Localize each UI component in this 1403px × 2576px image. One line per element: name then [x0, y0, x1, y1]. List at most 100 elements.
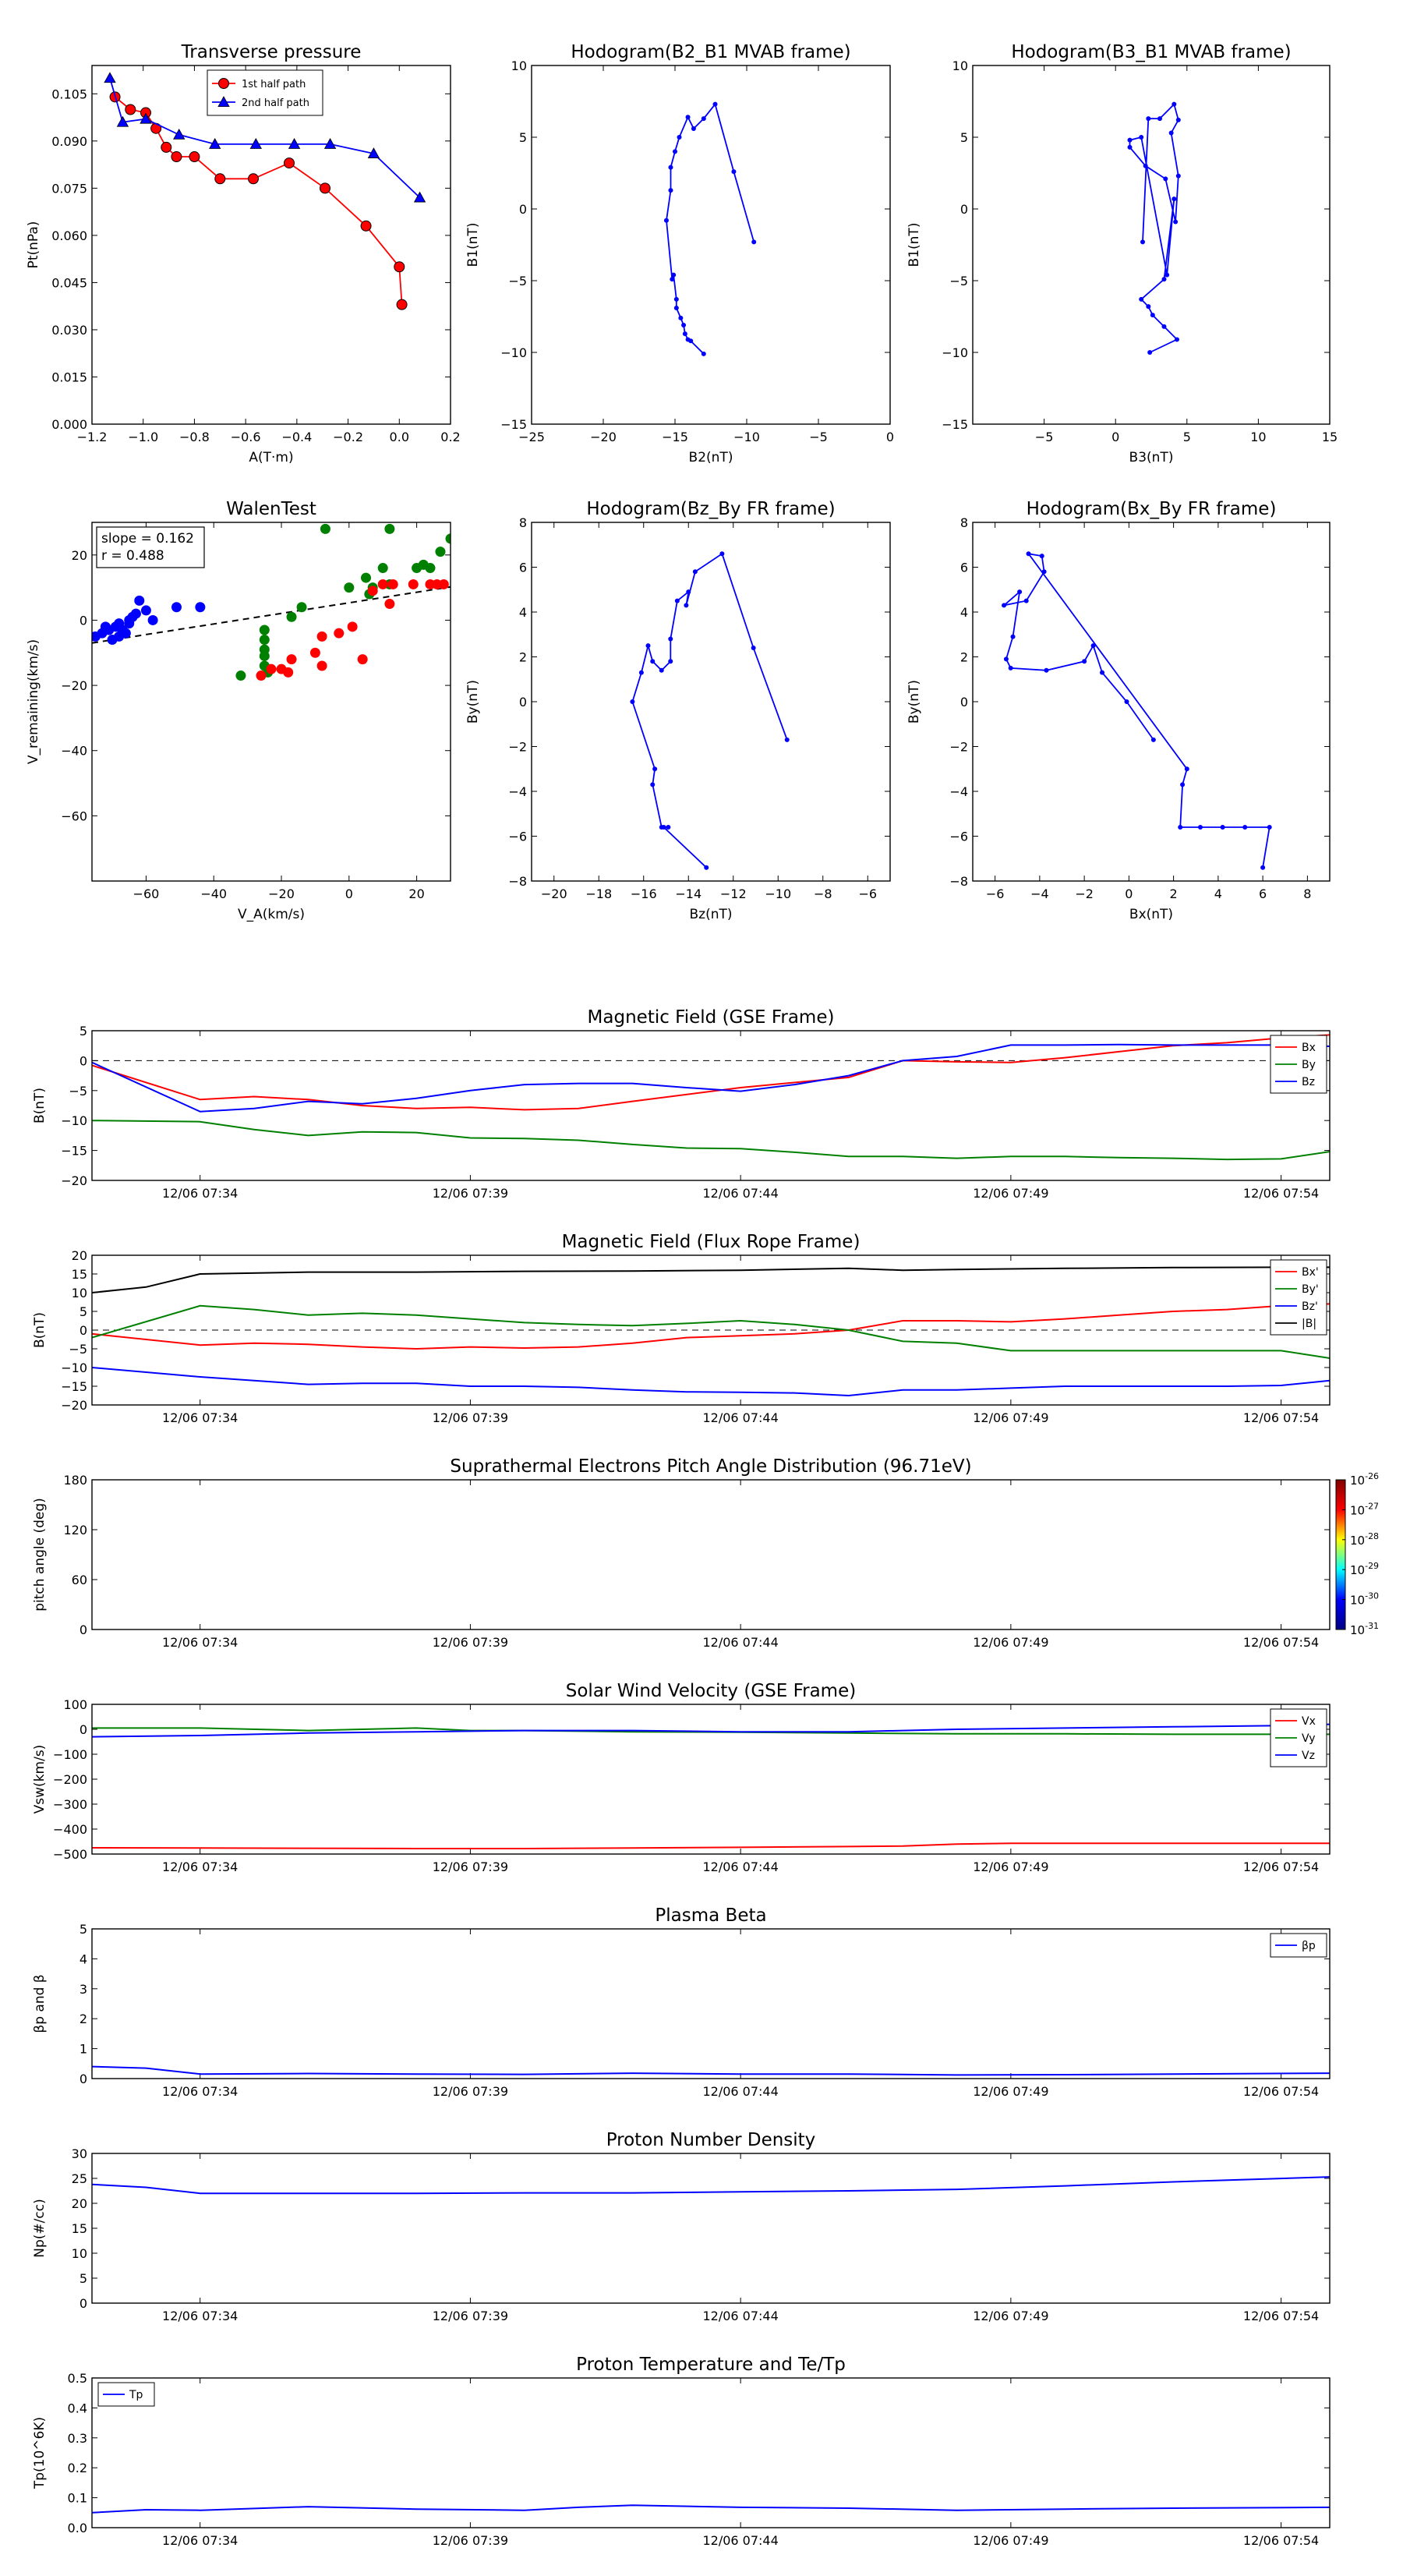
y-tick-label: 0 — [80, 1323, 87, 1338]
hodogram-bz-by-title: Hodogram(Bz_By FR frame) — [586, 499, 835, 519]
pitch-angle-chart: Suprathermal Electrons Pitch Angle Distr… — [32, 1456, 1379, 1650]
y-tick-label: 20 — [72, 548, 87, 563]
proton-temperature-legend: Tp — [97, 2382, 155, 2407]
legend-box — [1270, 1035, 1327, 1094]
x-tick-label: −4 — [1030, 886, 1049, 901]
y-tick-label: 0 — [519, 695, 527, 709]
legend-label: Bz' — [1302, 1300, 1318, 1313]
data-point — [214, 173, 226, 185]
data-point — [668, 636, 673, 642]
walen-test-title: WalenTest — [226, 499, 316, 519]
hodogram-bx-by-chart: Hodogram(Bx_By FR frame) −6 −4 −2 0 2 4 6 8 −8 −6 −… — [906, 499, 1331, 922]
y-tick-label: 60 — [72, 1573, 87, 1587]
y-tick-label: −2 — [949, 740, 968, 755]
y-tick-label: −8 — [949, 874, 968, 889]
solar-wind-velocity-ylabel: Vsw(km/s) — [32, 1745, 48, 1814]
data-point — [1147, 350, 1153, 355]
x-tick-label: −1.2 — [77, 430, 108, 444]
x-tick-label: 10 — [1250, 430, 1266, 444]
time-tick-label: 12/06 07:44 — [702, 1635, 778, 1650]
data-point — [673, 305, 679, 310]
proton-density-title: Proton Number Density — [606, 2130, 816, 2150]
y-tick-label: −5 — [69, 1342, 87, 1357]
legend-label: Tp — [129, 2389, 143, 2401]
colorbar-label-exp: -31 — [1365, 1621, 1379, 1631]
x-tick-label: −8 — [814, 886, 832, 901]
data-point — [1172, 101, 1177, 107]
plasma-beta-plot-area — [92, 2065, 1330, 2076]
colorbar-label-base: 10 — [1350, 1474, 1365, 1488]
time-tick-label: 12/06 07:54 — [1243, 2309, 1319, 2323]
data-point — [1100, 670, 1105, 675]
data-point — [1008, 665, 1013, 671]
data-point — [266, 663, 277, 674]
x-tick-label: 0 — [1125, 886, 1133, 901]
time-tick-label: 12/06 07:49 — [973, 1410, 1048, 1425]
data-point — [1041, 569, 1047, 575]
series-line-2nd-half-path — [109, 77, 421, 199]
data-point — [1184, 766, 1189, 772]
hodogram-b3-b1-chart: Hodogram(B3_B1 MVAB frame) −5 0 5 10 15 −15 −10… — [906, 42, 1338, 465]
time-tick-label: 12/06 07:44 — [702, 1186, 778, 1201]
y-tick-label: 0 — [960, 695, 968, 709]
time-tick-label: 12/06 07:54 — [1243, 2533, 1319, 2548]
hodogram-bz-by-frame — [531, 522, 891, 882]
data-point — [1174, 337, 1179, 342]
magnetic-field-gse-chart: Magnetic Field (GSE Frame) 12/06 07:34 12/… — [32, 1007, 1331, 1201]
data-point — [673, 149, 677, 154]
data-point — [1172, 196, 1177, 202]
data-point — [1168, 130, 1174, 136]
hodogram-b2-b1-title: Hodogram(B2_B1 MVAB frame) — [571, 42, 850, 62]
magnetic-field-gse-title: Magnetic Field (GSE Frame) — [588, 1007, 835, 1028]
transverse-pressure-title: Transverse pressure — [181, 42, 362, 62]
plasma-beta-legend: βp — [1270, 1933, 1327, 1958]
y-tick-label: −100 — [53, 1747, 87, 1762]
data-point — [731, 169, 737, 175]
data-point — [685, 115, 691, 120]
y-tick-label: 5 — [80, 1304, 87, 1319]
data-point — [396, 299, 408, 310]
data-point — [751, 646, 756, 650]
data-point — [408, 579, 419, 589]
proton-density-frame — [91, 2153, 1331, 2304]
time-tick-label: 12/06 07:49 — [973, 2309, 1048, 2323]
time-tick-label: 12/06 07:39 — [433, 2533, 508, 2548]
x-tick-label: 5 — [1183, 430, 1191, 444]
data-point — [673, 296, 679, 302]
data-point — [377, 579, 388, 589]
y-tick-label: 10 — [952, 58, 968, 73]
x-tick-label: 8 — [1303, 886, 1311, 901]
data-point — [360, 220, 372, 232]
proton-temperature-plot-area — [92, 2504, 1330, 2514]
y-tick-label: 100 — [63, 1697, 87, 1712]
hodogram-bx-by-xlabel: Bx(nT) — [1129, 907, 1173, 922]
data-point — [249, 138, 262, 149]
x-tick-label: 6 — [1259, 886, 1267, 901]
series-line-Vz — [92, 1723, 1330, 1738]
data-point — [316, 660, 327, 671]
hodogram-b3-b1-plot-area — [1127, 101, 1181, 355]
y-tick-label: −5 — [69, 1084, 87, 1099]
plasma-beta-chart: Plasma Beta 12/06 07:34 12/06 07:39 12/06 0… — [32, 1905, 1331, 2099]
data-point — [195, 602, 206, 613]
annotation-text: r = 0.488 — [101, 548, 164, 564]
y-tick-label: 4 — [519, 605, 527, 620]
data-point — [671, 272, 677, 278]
data-point — [688, 338, 694, 344]
data-point — [1023, 598, 1029, 603]
y-tick-label: 15 — [72, 2221, 87, 2236]
time-tick-label: 12/06 07:39 — [433, 2084, 508, 2099]
y-tick-label: −15 — [61, 1379, 87, 1394]
data-point — [668, 659, 673, 664]
data-point — [413, 191, 426, 203]
transverse-pressure-plot-area — [104, 72, 426, 310]
x-tick-label: −0.6 — [231, 430, 261, 444]
data-point — [645, 643, 651, 649]
data-point — [394, 261, 405, 273]
legend-box — [207, 69, 323, 116]
y-tick-label: −6 — [949, 830, 968, 844]
proton-temperature-ylabel: Tp(10^6K) — [32, 2417, 48, 2489]
data-point — [691, 126, 696, 131]
y-tick-label: 10 — [72, 2246, 87, 2261]
